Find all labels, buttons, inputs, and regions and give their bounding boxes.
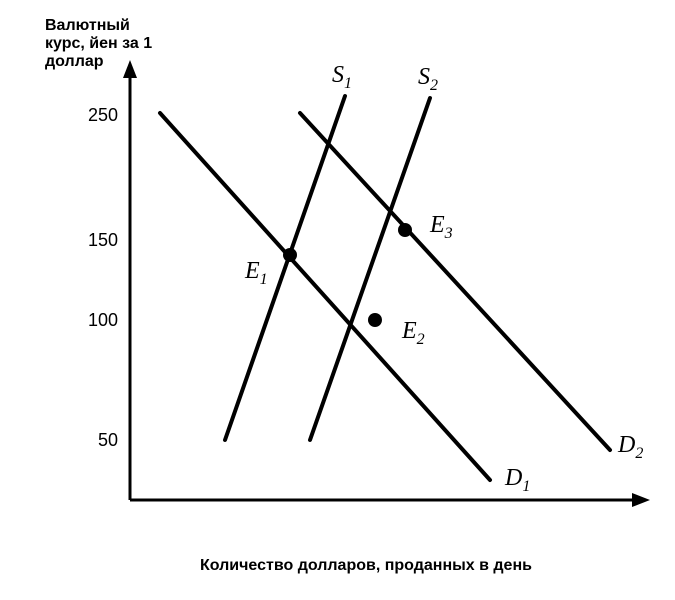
point-e1 [283,248,297,262]
y-tick-label: 150 [88,230,118,250]
point-e2 [368,313,382,327]
x-axis-title: Количество долларов, проданных в день [200,557,532,574]
y-tick-label: 50 [98,430,118,450]
y-tick-label: 100 [88,310,118,330]
y-tick-label: 250 [88,105,118,125]
point-e3 [398,223,412,237]
exchange-rate-chart: Валютныйкурс, йен за 1долларКоличество д… [0,0,675,600]
